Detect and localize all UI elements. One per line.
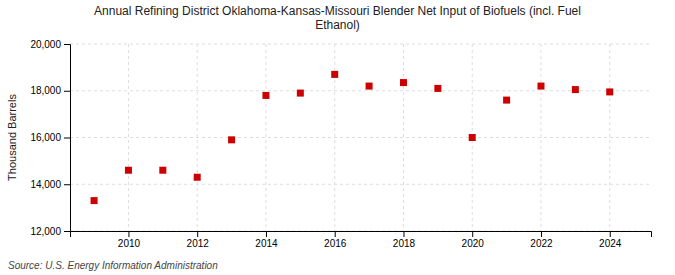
tick-mark	[64, 231, 70, 232]
chart: 2010 2012 2014 2016 2018 2020 2022 2024 12,000 14…	[0, 0, 675, 275]
tick-label: 14,000	[30, 179, 61, 190]
tick-label: 20,000	[30, 39, 61, 50]
grid-line	[70, 137, 651, 138]
point	[503, 97, 510, 104]
tick-mark	[128, 231, 129, 237]
tick-mark	[266, 231, 267, 237]
title: Annual Refining District Oklahoma-Kansas…	[94, 4, 581, 32]
x-tick: 2022	[530, 231, 553, 249]
y-axis: 12,000 14,000 16,000 18,000 20,000	[30, 39, 70, 237]
tick-mark	[541, 231, 542, 237]
x-axis: 2010 2012 2014 2016 2018 2020 2022 2024	[71, 231, 652, 249]
y-tick: 12,000	[30, 226, 70, 237]
tick-label: 2016	[324, 238, 347, 249]
point	[297, 90, 304, 97]
point	[91, 197, 98, 204]
point	[159, 167, 166, 174]
tick-mark	[335, 231, 336, 237]
tick-label: 18,000	[30, 85, 61, 96]
tick-label: 2014	[255, 238, 278, 249]
tick-mark	[64, 138, 70, 139]
grid-line	[70, 184, 651, 185]
x-tick: 2010	[118, 231, 141, 249]
grid-line	[128, 44, 129, 231]
y-tick: 18,000	[30, 85, 70, 96]
grid-line	[403, 44, 404, 231]
tick-mark	[197, 231, 198, 237]
grid	[70, 44, 651, 231]
x-tick: 2020	[462, 231, 485, 249]
tick-mark	[610, 231, 611, 237]
x-tick: 2024	[599, 231, 622, 249]
y-tick: 16,000	[30, 132, 70, 143]
tick-label: 2012	[187, 238, 210, 249]
point	[228, 136, 235, 143]
grid-line	[70, 44, 651, 45]
y-tick: 14,000	[30, 179, 70, 190]
point	[434, 85, 441, 92]
x-tick: 2018	[393, 231, 416, 249]
point	[606, 88, 613, 95]
grid-line	[70, 90, 651, 91]
y-axis-line	[64, 45, 71, 232]
y-axis-title: Thousand Barrels	[6, 94, 18, 181]
x-axis-line	[71, 232, 652, 238]
point	[125, 167, 132, 174]
point	[262, 92, 269, 99]
grid-line	[265, 44, 266, 231]
tick-label: 2010	[118, 238, 141, 249]
points	[91, 71, 614, 204]
tick-label: 2018	[393, 238, 416, 249]
y-tick: 20,000	[30, 39, 70, 50]
source-note: Source: U.S. Energy Information Administ…	[8, 260, 218, 271]
point	[194, 174, 201, 181]
point	[331, 71, 338, 78]
x-tick: 2014	[255, 231, 278, 249]
plot: 2010 2012 2014 2016 2018 2020 2022 2024 12,000 14…	[30, 39, 651, 249]
x-tick: 2012	[187, 231, 210, 249]
tick-mark	[472, 231, 473, 237]
point	[366, 83, 373, 90]
tick-label: 16,000	[30, 132, 61, 143]
point	[572, 86, 579, 93]
point	[469, 134, 476, 141]
tick-mark	[64, 184, 70, 185]
tick-label: 2024	[599, 238, 622, 249]
point	[537, 83, 544, 90]
point	[400, 79, 407, 86]
x-tick: 2016	[324, 231, 347, 249]
tick-mark	[64, 91, 70, 92]
tick-label: 12,000	[30, 226, 61, 237]
tick-mark	[64, 44, 70, 45]
tick-label: 2022	[530, 238, 553, 249]
tick-mark	[403, 231, 404, 237]
tick-label: 2020	[462, 238, 485, 249]
